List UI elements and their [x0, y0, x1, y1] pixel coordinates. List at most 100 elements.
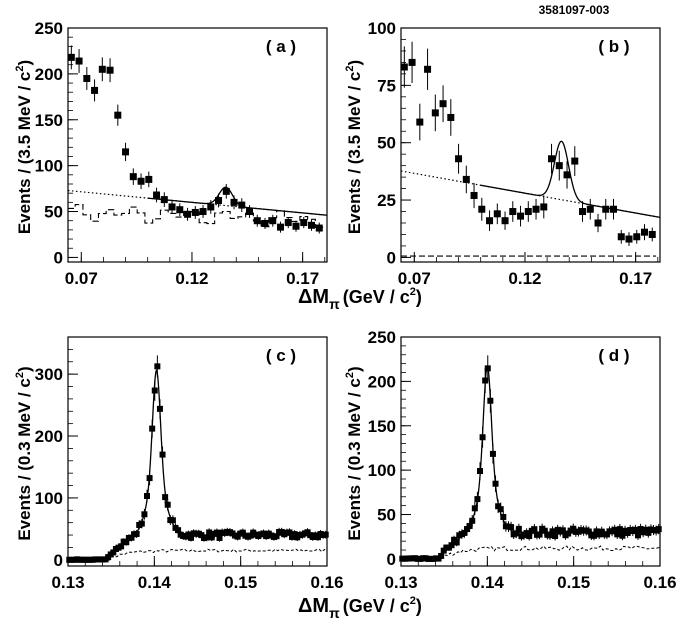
data-point: [633, 233, 641, 241]
panel-label: ( b ): [598, 37, 629, 56]
data-point: [632, 526, 639, 533]
data-point: [314, 534, 321, 541]
y-tick-label: 150: [35, 111, 63, 130]
data-point: [531, 526, 538, 533]
data-point: [478, 205, 486, 213]
y-tick-label: 250: [368, 328, 396, 347]
data-point: [203, 534, 210, 541]
y-axis-label: Events / (0.3 MeV / c2): [14, 366, 34, 540]
data-point: [536, 531, 543, 538]
data-point: [619, 532, 626, 539]
y-tick-label: 200: [35, 65, 63, 84]
data-point: [642, 526, 649, 533]
plot-frame: [400, 27, 661, 263]
data-point: [184, 210, 192, 218]
data-point: [216, 534, 223, 541]
data-point: [284, 219, 292, 227]
data-point: [470, 191, 478, 199]
data-point: [199, 208, 207, 216]
data-point: [145, 175, 153, 183]
x-tick-label: 0.17: [619, 269, 652, 288]
data-point: [438, 552, 445, 559]
y-tick-label: 50: [44, 203, 63, 222]
data-point: [408, 58, 416, 66]
data-point: [122, 148, 130, 156]
y-tick-label: 0: [387, 550, 396, 569]
data-point: [590, 532, 597, 539]
x-axis-label-top: ΔMπ (GeV / c2): [298, 286, 422, 312]
data-point: [206, 529, 213, 536]
data-point: [153, 191, 161, 199]
data-point: [526, 533, 533, 540]
data-point: [138, 520, 145, 527]
data-point: [156, 405, 163, 412]
panel-label: ( a ): [266, 37, 296, 56]
data-point: [431, 109, 439, 117]
data-point: [617, 233, 625, 241]
y-tick-label: 100: [368, 461, 396, 480]
data-point: [549, 528, 556, 535]
data-point: [634, 532, 641, 539]
background-curve: [401, 545, 661, 560]
data-point: [487, 397, 494, 404]
panel-a: 0 50 100 150 200 250 0.07 0.12 0.17 ( a ) Events /…: [14, 19, 328, 288]
data-point: [162, 494, 169, 501]
data-point: [466, 522, 473, 529]
data-point: [579, 208, 587, 216]
data-point: [416, 118, 424, 126]
data-point: [532, 205, 540, 213]
data-point: [486, 217, 494, 225]
data-point: [552, 533, 559, 540]
data-point: [133, 530, 140, 537]
data-point: [308, 221, 316, 229]
data-point: [222, 187, 230, 195]
data-point: [448, 542, 455, 549]
panel-b: 0 25 50 75 100 0.07 0.12 0.17 ( b ) Events / (3.5…: [344, 19, 661, 288]
data-point: [501, 217, 509, 225]
data-point: [655, 526, 662, 533]
data-point: [540, 203, 548, 211]
y-tick-label: 300: [35, 365, 63, 384]
data-point: [571, 157, 579, 165]
data-point: [476, 468, 483, 475]
data-point: [83, 74, 91, 82]
data-point: [508, 524, 515, 531]
data-point: [246, 208, 254, 216]
data-point: [149, 425, 156, 432]
background-curve: [68, 548, 328, 561]
data-point: [247, 532, 254, 539]
x-tick-label: 0.13: [384, 573, 417, 592]
y-tick-label: 100: [368, 19, 396, 38]
data-point: [585, 528, 592, 535]
y-tick-label: 100: [35, 489, 63, 508]
data-point: [141, 511, 148, 518]
data-point: [137, 177, 145, 185]
data-point: [641, 228, 649, 236]
y-tick-label: 75: [377, 76, 396, 95]
y-tick-label: 250: [35, 19, 63, 38]
data-point: [637, 526, 644, 533]
panel-label: ( d ): [598, 346, 629, 365]
data-point: [616, 526, 623, 533]
y-tick-label: 50: [377, 134, 396, 153]
data-point: [489, 450, 496, 457]
data-point: [151, 387, 158, 394]
x-tick-label: 0.16: [643, 573, 676, 592]
data-point: [253, 217, 261, 225]
data-point: [213, 529, 220, 536]
data-point: [500, 513, 507, 520]
data-point: [118, 543, 125, 550]
data-point: [215, 197, 223, 205]
data-point: [188, 534, 195, 541]
y-tick-label: 200: [368, 372, 396, 391]
data-point: [611, 526, 618, 533]
data-point: [559, 527, 566, 534]
data-point: [230, 198, 238, 206]
data-point: [106, 66, 114, 74]
data-point: [168, 203, 176, 211]
data-point: [98, 65, 106, 73]
x-tick-label: 0.13: [51, 573, 84, 592]
x-axis-label-bottom: ΔMπ (GeV / c2): [298, 595, 422, 621]
data-point: [169, 517, 176, 524]
